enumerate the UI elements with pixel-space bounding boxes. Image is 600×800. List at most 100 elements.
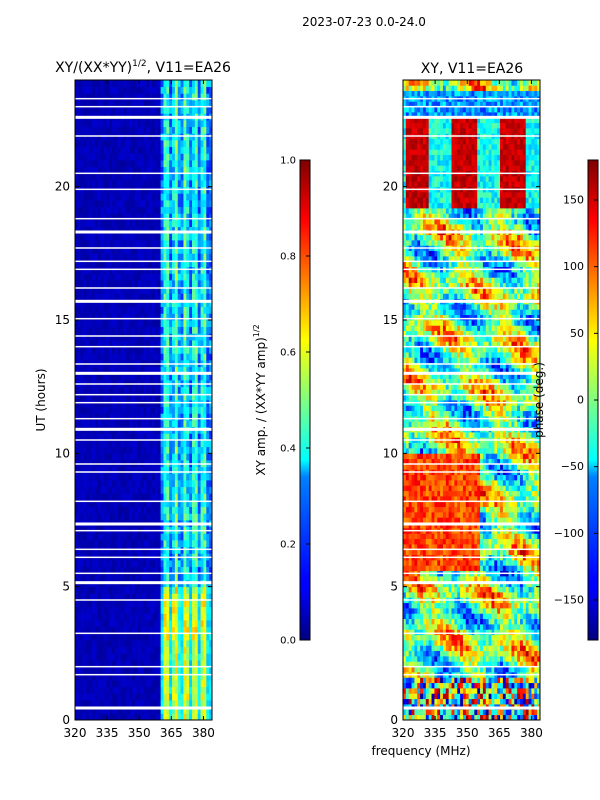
amplitude-heatmap-cell [129,706,133,714]
amplitude-heatmap-cell [174,686,179,694]
amplitude-heatmap-cell [109,333,113,341]
amplitude-heatmap-cell [134,93,139,101]
phase-heatmap-cell [408,714,412,721]
amplitude-heatmap-cell [106,413,110,421]
amplitude-heatmap-cell [106,246,110,254]
amplitude-heatmap-cell [192,160,196,168]
amplitude-heatmap-cell [120,700,124,708]
amplitude-heatmap-cell [154,326,159,334]
amplitude-heatmap-cell [97,533,102,541]
amplitude-heatmap-cell [197,666,201,674]
amplitude-heatmap-cell [86,313,90,321]
amplitude-heatmap-cell [152,120,156,128]
amplitude-heatmap-cell [197,233,201,241]
amplitude-heatmap-cell [172,386,176,394]
amplitude-heatmap-cell [114,633,119,641]
amplitude-heatmap-cell [209,626,213,634]
amplitude-heatmap-cell [169,626,173,634]
amplitude-heatmap-cell [192,246,196,254]
amplitude-heatmap-cell [94,640,99,648]
amplitude-heatmap-cell [94,253,99,261]
amplitude-heatmap-cell [172,406,176,414]
phase-heatmap-cell [405,533,410,540]
amplitude-heatmap-cell [134,80,139,88]
amplitude-heatmap-cell [154,286,159,294]
amplitude-heatmap-cell [126,646,130,654]
amplitude-heatmap-cell [117,226,122,234]
amplitude-heatmap-cell [203,413,207,421]
amplitude-heatmap-cell [183,493,187,501]
amplitude-heatmap-cell [209,106,213,114]
amplitude-heatmap-cell [203,453,207,461]
phase-heatmap-cell [403,384,407,390]
amplitude-heatmap-cell [160,126,164,134]
amplitude-heatmap-cell [80,80,84,88]
amplitude-heatmap-cell [109,653,113,661]
amplitude-heatmap-cell [172,146,176,154]
amplitude-heatmap-cell [152,146,156,154]
amplitude-heatmap-cell [186,646,190,654]
amplitude-heatmap-cell [92,226,96,234]
amplitude-heatmap-cell [152,386,156,394]
amplitude-heatmap-cell [203,293,207,301]
amplitude-heatmap-cell [160,693,164,701]
amplitude-heatmap-cell [200,666,204,674]
amplitude-heatmap-cell [200,493,204,501]
amplitude-heatmap-cell [186,93,190,101]
amplitude-heatmap-cell [154,306,159,314]
amplitude-heatmap-cell [172,400,176,408]
amplitude-heatmap-cell [174,146,179,154]
amplitude-heatmap-cell [206,513,210,521]
amplitude-heatmap-cell [189,400,193,408]
amplitude-heatmap-cell [197,633,201,641]
amplitude-heatmap-cell [140,366,144,374]
amplitude-heatmap-cell [183,186,187,194]
amplitude-heatmap-cell [77,226,82,234]
amplitude-heatmap-cell [92,533,96,541]
amplitude-heatmap-cell [180,213,184,221]
phase-heatmap-cell [405,341,410,348]
amplitude-heatmap-cell [92,546,96,554]
amplitude-heatmap-cell [75,713,79,721]
amplitude-heatmap-cell [106,353,110,361]
amplitude-heatmap-cell [117,173,122,181]
amplitude-heatmap-cell [89,373,93,381]
amplitude-heatmap-cell [132,700,136,708]
amplitude-heatmap-cell [180,613,184,621]
amplitude-heatmap-cell [117,386,122,394]
amplitude-heatmap-cell [80,640,84,648]
amplitude-heatmap-cell [157,306,162,314]
amplitude-heatmap-cell [83,126,87,134]
amplitude-heatmap-cell [149,306,153,314]
flagged-row [75,135,212,137]
amplitude-heatmap-cell [97,233,102,241]
amplitude-heatmap-cell [160,93,164,101]
amplitude-heatmap-cell [166,106,170,114]
amplitude-heatmap-cell [129,606,133,614]
amplitude-heatmap-cell [189,646,193,654]
amplitude-heatmap-cell [149,493,153,501]
amplitude-heatmap-cell [146,200,150,208]
amplitude-heatmap-cell [140,633,144,641]
amplitude-heatmap-cell [109,93,113,101]
amplitude-heatmap-cell [77,586,82,594]
amplitude-heatmap-cell [163,266,167,274]
amplitude-heatmap-cell [166,420,170,428]
amplitude-heatmap-cell [189,673,193,681]
amplitude-heatmap-cell [172,586,176,594]
amplitude-heatmap-cell [75,253,79,261]
amplitude-heatmap-cell [143,646,147,654]
amplitude-heatmap-cell [106,286,110,294]
amplitude-heatmap-cell [112,386,116,394]
amplitude-heatmap-cell [97,620,102,628]
amplitude-heatmap-cell [134,453,139,461]
amplitude-heatmap-cell [89,606,93,614]
amplitude-heatmap-cell [123,240,127,248]
amplitude-heatmap-cell [186,480,190,488]
amplitude-heatmap-cell [129,500,133,508]
amplitude-heatmap-cell [123,453,127,461]
amplitude-heatmap-cell [103,120,107,128]
amplitude-heatmap-cell [92,120,96,128]
amplitude-heatmap-cell [117,466,122,474]
amplitude-heatmap-cell [86,260,90,268]
